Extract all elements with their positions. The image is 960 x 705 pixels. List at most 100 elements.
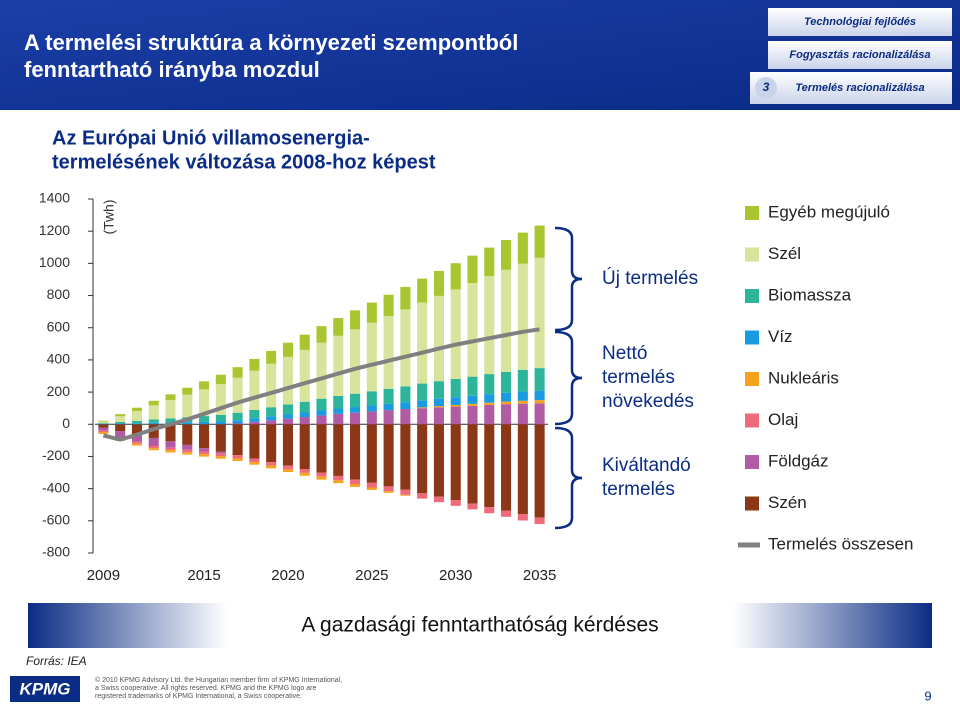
bar-segment — [215, 456, 226, 459]
bar-segment — [333, 424, 344, 476]
bar-segment — [366, 487, 377, 490]
bar-segment — [199, 424, 210, 449]
bar-segment — [467, 255, 478, 283]
bar-segment — [199, 421, 210, 425]
bar-segment — [417, 408, 428, 425]
bar-segment — [199, 454, 210, 457]
bar-segment — [182, 424, 193, 445]
bar-segment — [131, 443, 142, 446]
legend-label: Szél — [768, 244, 801, 263]
nav-tab-label[interactable]: Technológiai fejlődés — [804, 16, 916, 28]
total-line — [102, 327, 540, 442]
bar-segment — [433, 407, 444, 425]
bar-segment — [484, 247, 495, 277]
bar-segment — [232, 455, 243, 459]
legal-text: © 2010 KPMG Advisory Ltd. the Hungarian … — [95, 676, 342, 684]
nav-tab-active[interactable] — [750, 72, 952, 104]
bar-segment — [115, 422, 126, 424]
bar-segment — [98, 432, 109, 434]
bar-segment — [232, 412, 243, 421]
bar-segment — [484, 402, 495, 405]
legend-label: Szén — [768, 493, 807, 512]
bracket-label: Új termelés — [602, 267, 698, 289]
bar-segment — [165, 399, 176, 419]
bar-segment — [232, 367, 243, 378]
bar-segment — [467, 282, 478, 377]
bar-segment — [199, 451, 210, 455]
bar-segment — [350, 479, 361, 484]
bar-segment — [350, 329, 361, 394]
bar-segment — [433, 406, 444, 408]
bar-segment — [131, 441, 142, 444]
bar-segment — [400, 489, 411, 495]
bar-segment — [501, 269, 512, 372]
bar-segment — [450, 406, 461, 425]
bar-segment — [266, 465, 277, 469]
bar-segment — [517, 263, 528, 370]
nav-tab[interactable] — [768, 8, 952, 36]
bar-segment — [249, 458, 260, 463]
bar-segment — [450, 378, 461, 398]
bar-segment — [417, 278, 428, 303]
bar-segment — [350, 483, 361, 487]
bar-segment — [467, 424, 478, 504]
bar-segment — [517, 424, 528, 515]
bar-segment — [165, 441, 176, 448]
bar-segment — [467, 403, 478, 406]
bar-segment — [115, 416, 126, 423]
bar-segment — [232, 458, 243, 461]
y-tick-label: -200 — [42, 447, 70, 463]
bar-segment — [501, 392, 512, 402]
legend-marker — [745, 372, 759, 386]
bar-segment — [333, 480, 344, 484]
bar-segment — [282, 465, 293, 470]
bar-segment — [517, 391, 528, 401]
bar-segment — [417, 493, 428, 499]
banner-text: A gazdasági fenntarthatóság kérdéses — [301, 614, 658, 637]
legend-marker — [745, 455, 759, 469]
bar-segment — [148, 448, 159, 451]
nav-tab-label[interactable]: Fogyasztás racionalizálása — [789, 49, 930, 61]
bar-segment — [148, 445, 159, 449]
bar-segment — [484, 394, 495, 403]
bar-segment — [350, 412, 361, 425]
bar-segment — [249, 358, 260, 371]
bar-segment — [266, 462, 277, 466]
bar-segment — [534, 390, 545, 401]
bar-segment — [383, 424, 394, 487]
tab-number: 3 — [763, 80, 770, 94]
bar-segment — [501, 510, 512, 517]
bar-segment — [484, 507, 495, 514]
bar-segment — [98, 421, 109, 424]
bar-segment — [199, 389, 210, 417]
legend-marker — [745, 496, 759, 511]
bar-segment — [148, 437, 159, 446]
bar-segment — [484, 404, 495, 425]
legend-marker — [745, 330, 759, 345]
bar-segment — [484, 374, 495, 395]
y-tick-label: -600 — [42, 512, 70, 528]
bar-segment — [366, 405, 377, 412]
bar-segment — [450, 404, 461, 407]
bar-segment — [316, 476, 327, 480]
bar-segment — [333, 408, 344, 414]
bar-segment — [165, 394, 176, 400]
bar-segment — [484, 276, 495, 375]
bar-segment — [383, 486, 394, 492]
bar-segment — [182, 449, 193, 453]
bar-segment — [266, 416, 277, 421]
bar-segment — [282, 404, 293, 415]
legend-marker — [745, 289, 759, 303]
bar-segment — [433, 270, 444, 296]
tab-number-bg — [755, 77, 777, 99]
nav-tab-label[interactable]: Termelés racionalizálása — [795, 82, 924, 94]
bar-segment — [115, 414, 126, 417]
bar-segment — [199, 381, 210, 390]
bar-segment — [383, 294, 394, 317]
bar-segment — [98, 423, 109, 424]
bar-segment — [366, 482, 377, 488]
bar-segment — [182, 422, 193, 425]
nav-tab[interactable] — [768, 41, 952, 69]
bar-segment — [249, 421, 260, 425]
y-tick-label: 800 — [47, 286, 71, 302]
